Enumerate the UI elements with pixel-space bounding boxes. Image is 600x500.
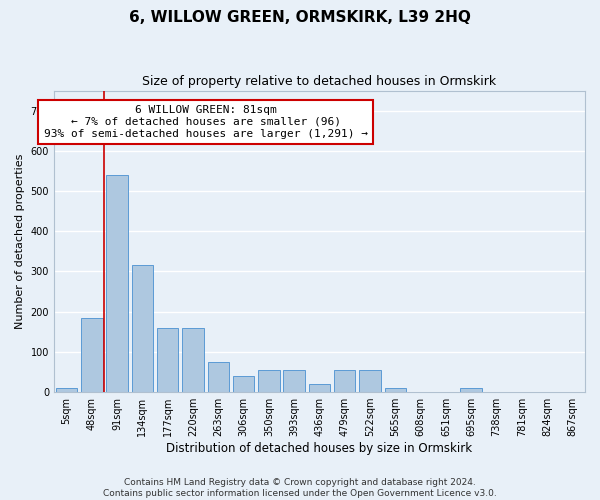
Y-axis label: Number of detached properties: Number of detached properties [15, 154, 25, 329]
Bar [309, 384, 330, 392]
Bar [460, 388, 482, 392]
Text: 6, WILLOW GREEN, ORMSKIRK, L39 2HQ: 6, WILLOW GREEN, ORMSKIRK, L39 2HQ [129, 10, 471, 25]
Bar [81, 318, 103, 392]
Bar [385, 388, 406, 392]
Bar [359, 370, 381, 392]
Bar [131, 266, 153, 392]
X-axis label: Distribution of detached houses by size in Ormskirk: Distribution of detached houses by size … [166, 442, 473, 455]
Bar [258, 370, 280, 392]
Bar [182, 328, 204, 392]
Text: 6 WILLOW GREEN: 81sqm
← 7% of detached houses are smaller (96)
93% of semi-detac: 6 WILLOW GREEN: 81sqm ← 7% of detached h… [44, 106, 368, 138]
Bar [157, 328, 178, 392]
Bar [334, 370, 355, 392]
Bar [208, 362, 229, 392]
Text: Contains HM Land Registry data © Crown copyright and database right 2024.
Contai: Contains HM Land Registry data © Crown c… [103, 478, 497, 498]
Bar [233, 376, 254, 392]
Bar [56, 388, 77, 392]
Title: Size of property relative to detached houses in Ormskirk: Size of property relative to detached ho… [142, 75, 497, 88]
Bar [283, 370, 305, 392]
Bar [106, 175, 128, 392]
